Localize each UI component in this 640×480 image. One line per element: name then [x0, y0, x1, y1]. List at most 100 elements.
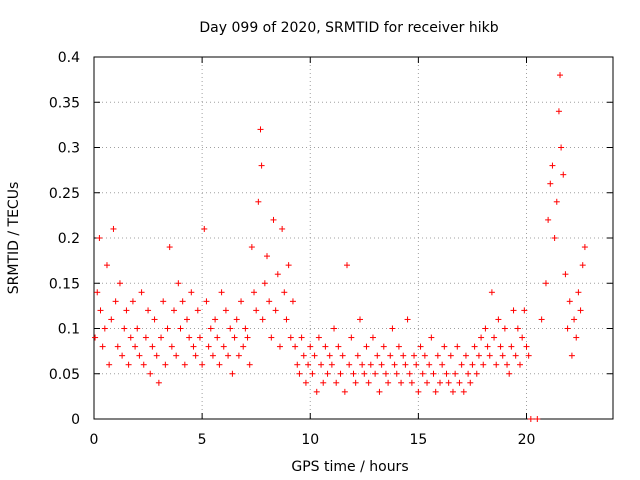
data-point: [350, 370, 357, 377]
data-point: [227, 325, 234, 332]
data-point: [166, 244, 173, 251]
data-point: [313, 388, 320, 395]
plot-frame: [93, 56, 614, 420]
data-point: [101, 325, 108, 332]
data-point: [555, 108, 562, 115]
data-point: [270, 216, 277, 223]
data-point: [445, 379, 452, 386]
data-point: [525, 352, 532, 359]
data-point: [136, 352, 143, 359]
data-point: [566, 298, 573, 305]
data-point: [190, 343, 197, 350]
data-point: [248, 244, 255, 251]
data-point: [97, 307, 104, 314]
data-point: [376, 388, 383, 395]
data-point: [560, 171, 567, 178]
data-point: [519, 334, 526, 341]
data-point: [192, 352, 199, 359]
y-tick-label: 0.35: [49, 95, 80, 111]
data-point: [276, 343, 283, 350]
data-point: [398, 379, 405, 386]
data-point: [110, 225, 117, 232]
data-point: [408, 379, 415, 386]
data-point: [318, 361, 325, 368]
y-tick-label: 0.05: [49, 367, 80, 383]
data-point: [92, 334, 99, 341]
grid: [94, 57, 613, 419]
data-point: [216, 361, 223, 368]
data-point: [108, 316, 115, 323]
data-point: [242, 325, 249, 332]
data-point: [235, 352, 242, 359]
data-point: [145, 307, 152, 314]
data-point: [121, 325, 128, 332]
data-point: [510, 307, 517, 314]
data-point: [331, 325, 338, 332]
data-point: [209, 352, 216, 359]
data-point: [274, 271, 281, 278]
data-point: [367, 361, 374, 368]
data-point: [521, 307, 528, 314]
data-point: [307, 343, 314, 350]
data-point: [462, 352, 469, 359]
data-point: [441, 343, 448, 350]
data-point: [480, 361, 487, 368]
data-point: [201, 225, 208, 232]
data-point: [302, 379, 309, 386]
data-point: [527, 416, 534, 422]
x-axis: 0 5 10 15 20: [90, 57, 535, 448]
data-point: [542, 280, 549, 287]
data-point: [259, 316, 266, 323]
data-point: [352, 379, 359, 386]
data-point: [129, 298, 136, 305]
data-point: [112, 298, 119, 305]
data-point: [568, 352, 575, 359]
data-point: [354, 352, 361, 359]
data-point: [558, 144, 565, 151]
data-point: [257, 126, 264, 133]
data-point: [372, 370, 379, 377]
data-point: [114, 343, 121, 350]
data-point: [225, 352, 232, 359]
data-point: [456, 379, 463, 386]
data-point: [341, 388, 348, 395]
data-point: [246, 361, 253, 368]
data-point: [283, 316, 290, 323]
data-point: [504, 361, 511, 368]
y-tick-label: 0.25: [49, 186, 80, 202]
data-point: [294, 361, 301, 368]
data-point: [443, 370, 450, 377]
data-point: [385, 379, 392, 386]
data-point: [501, 325, 508, 332]
chart-title: Day 099 of 2020, SRMTID for receiver hik…: [199, 20, 498, 36]
data-point: [545, 216, 552, 223]
data-point: [491, 334, 498, 341]
data-point: [116, 280, 123, 287]
data-point: [428, 334, 435, 341]
data-point: [94, 289, 101, 296]
data-point: [258, 162, 265, 169]
data-point: [363, 343, 370, 350]
data-point: [382, 370, 389, 377]
data-point: [447, 352, 454, 359]
data-point: [581, 244, 588, 251]
data-point: [506, 370, 513, 377]
data-point: [134, 325, 141, 332]
data-point: [127, 334, 134, 341]
data-point: [231, 334, 238, 341]
data-point: [348, 334, 355, 341]
y-tick-label: 0.2: [58, 231, 80, 247]
data-point: [207, 325, 214, 332]
data-point: [175, 280, 182, 287]
data-point: [551, 235, 558, 241]
x-tick-label: 10: [301, 432, 319, 448]
data-point: [454, 343, 461, 350]
data-point: [467, 379, 474, 386]
data-point: [437, 379, 443, 386]
y-axis: 0 0.05 0.1 0.15 0.2 0.25 0.3 0.35 0.4: [49, 50, 613, 428]
data-point: [123, 307, 130, 314]
data-point: [186, 334, 193, 341]
y-tick-label: 0.4: [58, 50, 80, 66]
data-point: [158, 334, 165, 341]
